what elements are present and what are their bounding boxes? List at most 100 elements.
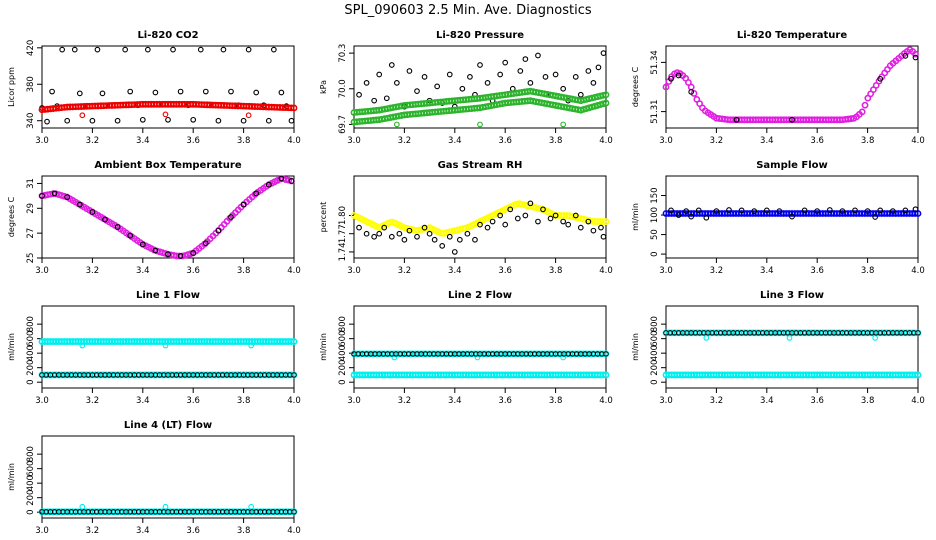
chart-title: Li-820 Pressure <box>436 30 524 41</box>
x-tick-label: 4.0 <box>287 396 301 406</box>
data-point <box>914 371 922 379</box>
data-point <box>152 89 159 96</box>
data-point <box>190 116 197 123</box>
data-point <box>467 74 473 80</box>
data-point <box>431 236 438 243</box>
data-point <box>497 212 504 219</box>
data-point <box>911 210 919 217</box>
data-point <box>287 338 295 345</box>
data-point <box>552 71 559 78</box>
y-tick-label: 29 <box>26 203 36 214</box>
data-point <box>388 62 395 68</box>
data-point <box>852 207 858 214</box>
x-tick-label: 3.0 <box>659 396 673 406</box>
series-black <box>668 52 919 123</box>
data-point <box>162 111 169 118</box>
series-cyan_band <box>38 338 298 345</box>
y-tick-label: 69.7 <box>338 115 348 134</box>
data-point <box>599 350 607 358</box>
y-axis-label: degrees C <box>631 66 640 107</box>
data-point <box>464 230 471 237</box>
y-tick-label: 50 <box>650 229 660 240</box>
data-point <box>668 75 674 82</box>
data-point <box>79 503 86 510</box>
data-point <box>165 116 171 123</box>
page-title: SPL_090603 2.5 Min. Ave. Diagnostics <box>344 3 591 18</box>
plot-frame <box>665 305 919 389</box>
x-tick-label: 3.6 <box>810 136 824 146</box>
chart-title: Gas Stream RH <box>438 160 523 171</box>
chart-line4: Line 4 (LT) Flow ml/min 3.0 3.2 3.4 3.6 3.8 4.0… <box>7 420 301 536</box>
x-tick-label: 3.2 <box>398 396 412 406</box>
chart-sample: Sample Flow ml/min 3.0 3.2 3.4 3.6 3.8 4.0 0 50 10… <box>631 160 925 276</box>
x-tick-label: 3.6 <box>810 266 824 276</box>
data-point <box>522 56 529 62</box>
x-tick-label: 3.6 <box>498 136 512 146</box>
chart-rh: Gas Stream RH percent 3.0 3.2 3.4 3.6 3.8 4.0 1.… <box>319 160 613 276</box>
data-point <box>278 89 285 96</box>
data-point <box>789 116 795 123</box>
data-point <box>690 90 698 97</box>
x-tick-label: 4.0 <box>911 266 925 276</box>
data-point <box>278 175 285 182</box>
data-point <box>253 190 260 197</box>
data-point <box>287 104 295 112</box>
y-tick-label: 340 <box>26 113 36 129</box>
series-outliers <box>393 121 567 128</box>
x-tick-label: 3.0 <box>347 136 361 146</box>
data-point <box>527 200 534 207</box>
x-tick-label: 4.0 <box>911 396 925 406</box>
data-point <box>662 83 670 91</box>
x-tick-label: 3.8 <box>237 396 251 406</box>
data-point <box>456 236 463 243</box>
x-tick-label: 3.8 <box>861 266 875 276</box>
data-point <box>872 335 879 341</box>
data-point <box>51 190 58 197</box>
data-point <box>287 508 295 516</box>
data-point <box>190 250 197 256</box>
y-tick-label: 200 <box>26 490 36 506</box>
y-tick-label: 200 <box>26 360 36 376</box>
data-point <box>406 68 413 74</box>
data-point <box>912 50 919 58</box>
data-point <box>861 101 869 109</box>
data-point <box>595 64 602 71</box>
x-tick-label: 4.0 <box>287 136 301 146</box>
data-point <box>733 116 740 123</box>
y-tick-label: 25 <box>26 253 36 264</box>
y-tick-label: 27 <box>26 228 36 239</box>
data-point <box>64 194 71 200</box>
y-tick-label: 31 <box>26 178 36 189</box>
y-tick-label: 400 <box>26 475 36 491</box>
data-point <box>602 99 610 107</box>
x-tick-label: 3.6 <box>810 396 824 406</box>
x-tick-label: 3.8 <box>237 136 251 146</box>
x-tick-label: 4.0 <box>599 396 613 406</box>
data-point <box>826 207 833 213</box>
chart-co2: Li-820 CO2 Licor ppm 3.0 3.2 3.4 3.6 3.8 4.0 340… <box>7 30 301 146</box>
y-tick-label: 150 <box>650 187 660 203</box>
data-point <box>290 104 298 112</box>
x-tick-label: 3.6 <box>186 136 200 146</box>
data-point <box>426 230 433 237</box>
data-point <box>401 236 408 243</box>
data-point <box>363 230 370 237</box>
series-black <box>351 351 609 357</box>
data-point <box>76 90 83 97</box>
x-tick-label: 3.2 <box>86 526 100 536</box>
y-tick-label: 600 <box>26 331 36 347</box>
data-point <box>356 224 362 231</box>
plot-frame <box>41 305 295 389</box>
data-point <box>602 371 610 379</box>
x-tick-label: 3.6 <box>186 396 200 406</box>
plot-frame <box>353 305 607 389</box>
data-point <box>497 71 504 78</box>
x-tick-label: 3.2 <box>86 266 100 276</box>
y-tick-label: 70.3 <box>338 44 348 63</box>
data-point <box>477 121 483 128</box>
x-tick-label: 3.0 <box>659 266 673 276</box>
y-tick-label: 200 <box>338 360 348 376</box>
data-point <box>393 79 400 86</box>
data-point <box>738 207 745 214</box>
series-black <box>39 509 297 515</box>
